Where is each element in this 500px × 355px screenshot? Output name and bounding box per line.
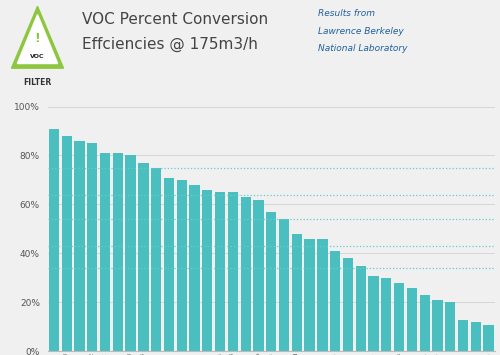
Bar — [151, 168, 162, 351]
Bar — [126, 155, 136, 351]
Bar — [470, 322, 481, 351]
Bar — [62, 136, 72, 351]
Bar — [215, 192, 225, 351]
Bar — [100, 153, 110, 351]
Text: FILTER: FILTER — [24, 78, 52, 87]
Bar — [432, 300, 442, 351]
Bar — [176, 180, 187, 351]
Bar — [138, 163, 148, 351]
Bar — [74, 141, 85, 351]
Bar — [458, 320, 468, 351]
Text: Lawrence Berkeley: Lawrence Berkeley — [318, 27, 403, 36]
Bar — [420, 295, 430, 351]
Bar — [279, 219, 289, 351]
Bar — [240, 197, 251, 351]
Text: VOC: VOC — [30, 54, 45, 59]
Bar — [164, 178, 174, 351]
Text: !: ! — [34, 32, 40, 45]
Bar — [87, 143, 98, 351]
Bar — [381, 278, 392, 351]
Bar — [343, 258, 353, 351]
Text: Effciencies @ 175m3/h: Effciencies @ 175m3/h — [82, 37, 258, 53]
Bar — [318, 239, 328, 351]
Polygon shape — [18, 15, 58, 64]
Bar — [49, 129, 59, 351]
Bar — [368, 275, 378, 351]
Polygon shape — [12, 6, 64, 68]
Bar — [304, 239, 314, 351]
Bar — [394, 283, 404, 351]
Bar — [190, 185, 200, 351]
Bar — [445, 302, 456, 351]
Bar — [330, 251, 340, 351]
Text: VOC Percent Conversion: VOC Percent Conversion — [82, 12, 268, 27]
Bar — [407, 288, 417, 351]
Bar — [356, 266, 366, 351]
Bar — [292, 234, 302, 351]
Bar — [484, 324, 494, 351]
Text: National Laboratory: National Laboratory — [318, 44, 407, 53]
Bar — [228, 192, 238, 351]
Bar — [266, 212, 276, 351]
Bar — [202, 190, 212, 351]
Bar — [112, 153, 123, 351]
Bar — [254, 200, 264, 351]
Text: Results from: Results from — [318, 9, 374, 18]
